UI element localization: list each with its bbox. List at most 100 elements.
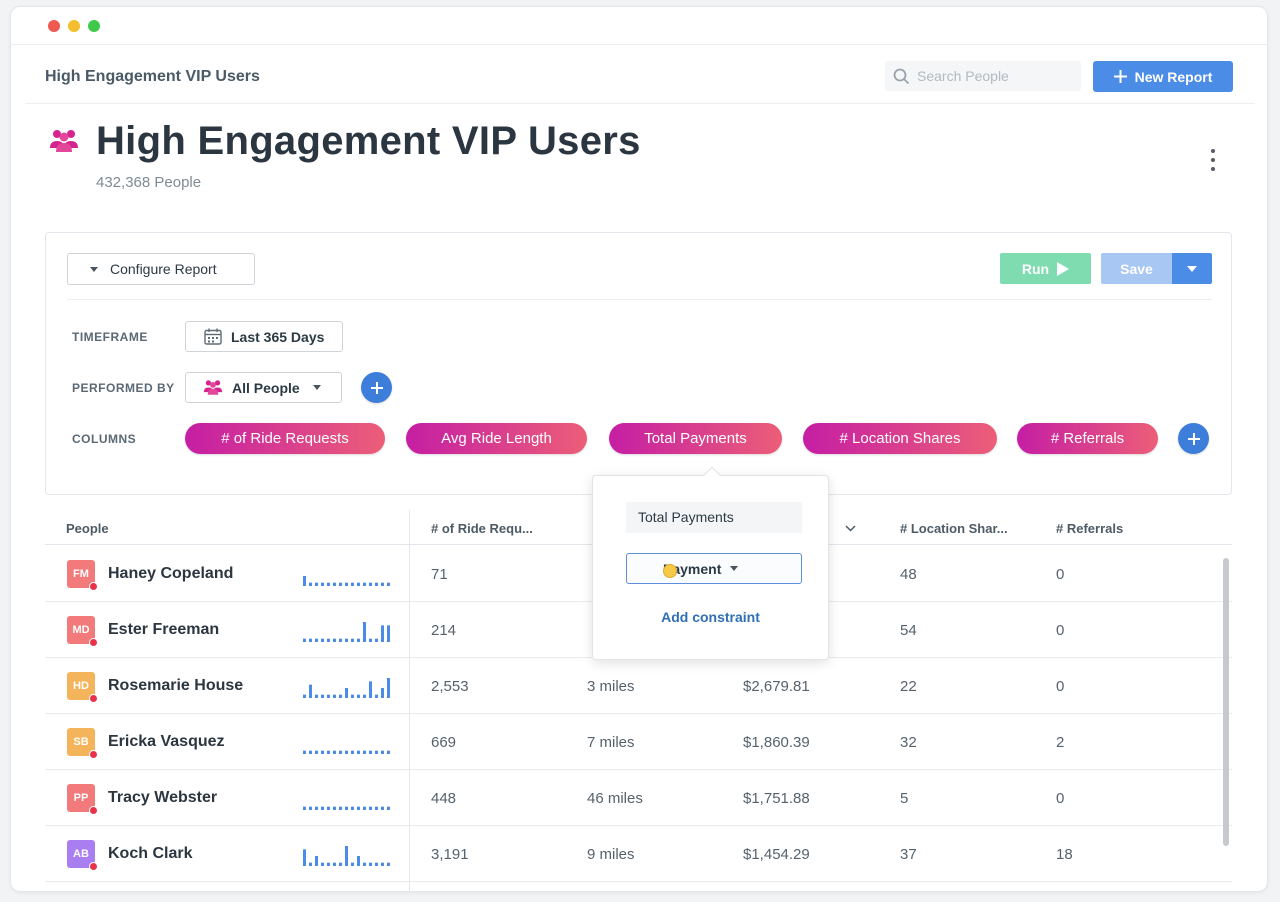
add-filter-button[interactable] (361, 372, 392, 403)
maximize-window-button[interactable] (88, 20, 100, 32)
person-name[interactable]: Tracy Webster (108, 789, 218, 806)
column-config-popover: Total Payments Payment Add constraint (592, 466, 829, 660)
person-name[interactable]: Ericka Vasquez (108, 733, 225, 750)
avatar: HD (67, 672, 98, 703)
sparkline-bar (375, 694, 378, 698)
column-divider (409, 510, 410, 891)
sparkline-bar (315, 750, 318, 754)
sparkline-bar (303, 806, 306, 810)
configure-report-button[interactable]: Configure Report (67, 253, 255, 285)
column-pill[interactable]: # of Ride Requests (185, 423, 385, 454)
sparkline-bar (345, 806, 348, 810)
sparkline-bar (345, 638, 348, 642)
column-pill[interactable]: # Location Shares (803, 423, 997, 454)
sparkline-bar (363, 694, 366, 698)
sparkline-bar (303, 576, 306, 586)
close-window-button[interactable] (48, 20, 60, 32)
calendar-icon (204, 328, 222, 345)
sparkline-bar (369, 750, 372, 754)
cell-referrals: 0 (1056, 678, 1065, 695)
avatar-initials: FM (73, 568, 89, 580)
breadcrumb[interactable]: High Engagement VIP Users (45, 68, 260, 85)
new-report-button[interactable]: New Report (1093, 61, 1233, 92)
chevron-down-icon[interactable] (845, 525, 856, 532)
column-pill[interactable]: # Referrals (1017, 423, 1158, 454)
sparkline-bar (381, 806, 384, 810)
sparkline-bar (309, 750, 312, 754)
column-header-ride-requests[interactable]: # of Ride Requ... (431, 521, 533, 536)
avatar-initials: MD (72, 624, 90, 636)
sparkline-bar (327, 694, 330, 698)
sparkline-bar (381, 582, 384, 586)
sparkline-bar (309, 862, 312, 866)
timeframe-selector[interactable]: Last 365 Days (185, 321, 343, 352)
scrollbar[interactable] (1223, 558, 1229, 846)
column-header-referrals[interactable]: # Referrals (1056, 521, 1124, 536)
sparkline-bar (357, 806, 360, 810)
person-name[interactable]: Ester Freeman (108, 621, 220, 638)
search-input[interactable] (917, 65, 1077, 87)
caret-down-icon (312, 385, 321, 390)
add-column-button[interactable] (1178, 423, 1209, 454)
sparkline-bar (315, 638, 318, 642)
cell-total-payments: $1,860.39 (743, 734, 810, 751)
sparkline-bar (351, 638, 354, 642)
sparkline-bar (369, 806, 372, 810)
cell-ride-requests: 2,553 (431, 678, 469, 695)
performed-by-selector[interactable]: All People (185, 372, 342, 403)
sparkline-bar (339, 638, 342, 642)
save-button[interactable]: Save (1101, 253, 1172, 284)
cell-location-shares: 5 (900, 790, 909, 807)
people-group-icon (50, 130, 78, 152)
sparkline-bar (357, 638, 360, 642)
sparkline-bar (321, 638, 324, 642)
save-dropdown-button[interactable] (1172, 253, 1212, 284)
column-name-field[interactable]: Total Payments (626, 502, 802, 533)
activity-sparkline (303, 678, 390, 698)
column-header-location-shares[interactable]: # Location Shar... (900, 521, 1008, 536)
sparkline-bar (387, 862, 390, 866)
cell-avg-ride-length: 7 miles (587, 734, 635, 751)
column-pill[interactable]: Total Payments (609, 423, 782, 454)
column-pill[interactable]: Avg Ride Length (406, 423, 587, 454)
sparkline-bar (381, 750, 384, 754)
sparkline-bar (387, 678, 390, 698)
sparkline-bar (333, 582, 336, 586)
person-name[interactable]: Koch Clark (108, 845, 193, 862)
sparkline-bar (327, 862, 330, 866)
sparkline-bar (357, 582, 360, 586)
plus-icon (1187, 432, 1200, 445)
sparkline-bar (309, 684, 312, 698)
page-title: High Engagement VIP Users (96, 119, 641, 163)
search-box[interactable] (885, 61, 1081, 91)
cell-ride-requests: 669 (431, 734, 457, 751)
sparkline-bar (375, 806, 378, 810)
table-row[interactable]: SB Ericka Vasquez 669 7 miles $1,860.39 32 2 (45, 714, 1232, 770)
sparkline-bar (303, 694, 306, 698)
sparkline-bar (321, 862, 324, 866)
table-row[interactable]: PP Tracy Webster 448 46 miles $1,751.88 5 0 (45, 770, 1232, 826)
cell-avg-ride-length: 3 miles (587, 678, 635, 695)
column-header-people[interactable]: People (66, 521, 109, 536)
minimize-window-button[interactable] (68, 20, 80, 32)
sparkline-bar (363, 806, 366, 810)
table-row[interactable]: HD Rosemarie House 2,553 3 miles $2,679.81 22… (45, 658, 1232, 714)
cell-avg-ride-length: 46 miles (587, 790, 643, 807)
cell-location-shares: 54 (900, 622, 917, 639)
person-name[interactable]: Rosemarie House (108, 677, 244, 694)
cell-total-payments: $2,679.81 (743, 678, 810, 695)
run-button[interactable]: Run (1000, 253, 1091, 284)
run-label: Run (1021, 260, 1050, 277)
more-options-icon[interactable] (1207, 149, 1219, 171)
plus-icon (1113, 70, 1127, 83)
table-row[interactable]: AB Koch Clark 3,191 9 miles $1,454.29 37 18 (45, 826, 1232, 882)
sparkline-bar (327, 806, 330, 810)
sparkline-bar (339, 806, 342, 810)
add-constraint-link[interactable]: Add constraint (661, 609, 760, 625)
sparkline-bar (369, 582, 372, 586)
status-dot (89, 806, 98, 815)
event-selector[interactable]: Payment (626, 553, 802, 584)
sparkline-bar (357, 750, 360, 754)
person-name[interactable]: Haney Copeland (108, 565, 234, 582)
sparkline-bar (351, 862, 354, 866)
